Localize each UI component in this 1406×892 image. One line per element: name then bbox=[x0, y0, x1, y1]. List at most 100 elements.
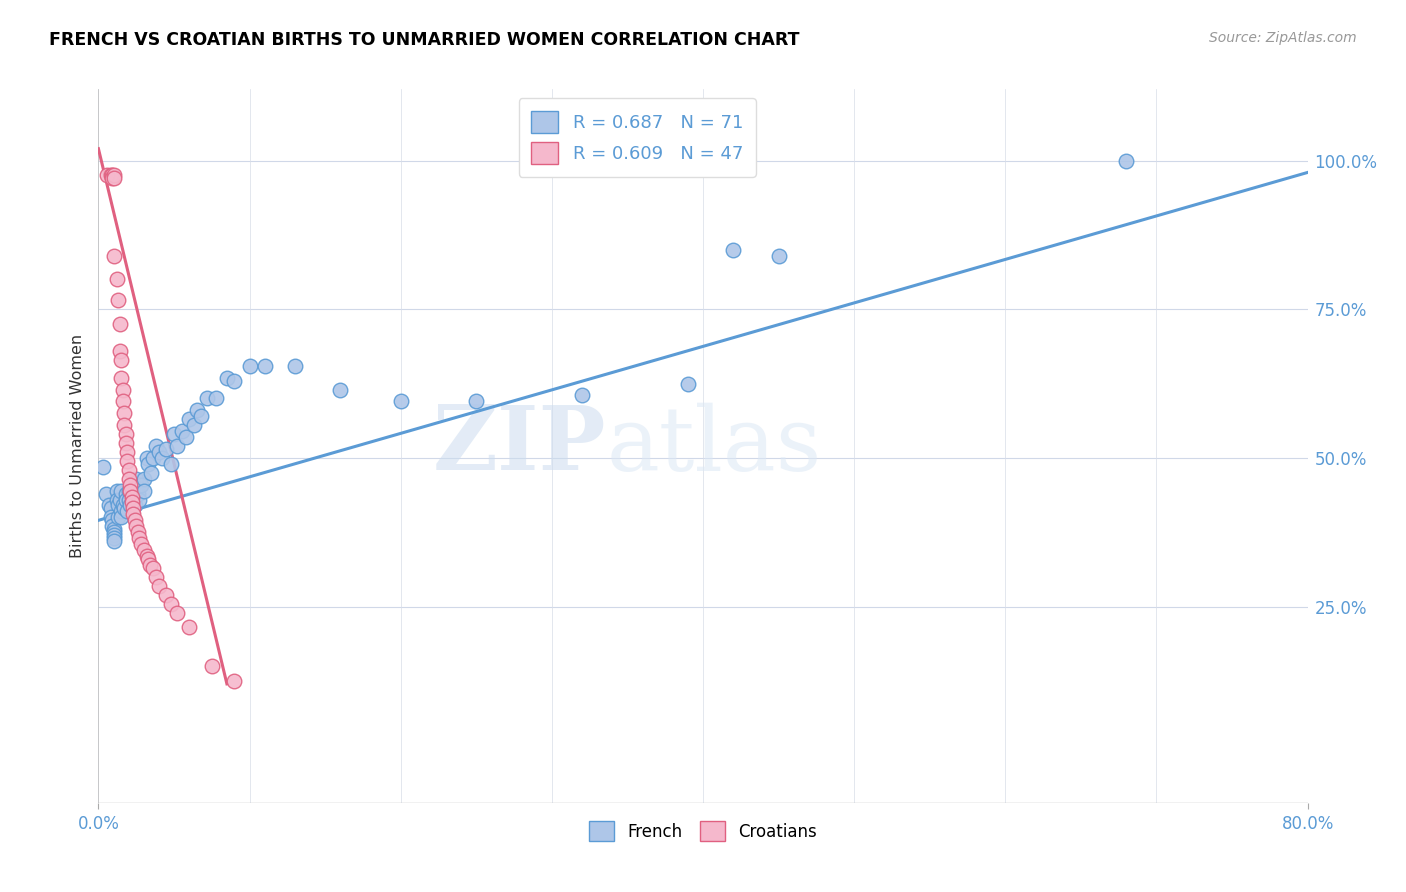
Point bbox=[115, 454, 138, 468]
Point bbox=[108, 492, 131, 507]
Point bbox=[329, 383, 352, 397]
Point bbox=[132, 483, 155, 498]
Point bbox=[127, 525, 149, 540]
Point bbox=[120, 499, 142, 513]
Point bbox=[101, 169, 124, 183]
Text: atlas: atlas bbox=[606, 402, 821, 490]
Point bbox=[118, 472, 141, 486]
Point bbox=[179, 412, 201, 426]
Point bbox=[107, 499, 129, 513]
Point bbox=[170, 424, 193, 438]
Point bbox=[389, 394, 412, 409]
Point bbox=[183, 418, 205, 433]
Point bbox=[145, 570, 167, 584]
Point bbox=[142, 561, 165, 575]
Point bbox=[118, 492, 141, 507]
Text: ZIP: ZIP bbox=[433, 402, 606, 490]
Point bbox=[148, 445, 170, 459]
Text: FRENCH VS CROATIAN BIRTHS TO UNMARRIED WOMEN CORRELATION CHART: FRENCH VS CROATIAN BIRTHS TO UNMARRIED W… bbox=[49, 31, 800, 49]
Point bbox=[128, 492, 150, 507]
Point bbox=[110, 352, 132, 367]
Point bbox=[122, 492, 145, 507]
Point bbox=[122, 501, 145, 516]
Point bbox=[141, 466, 163, 480]
Point bbox=[136, 552, 159, 566]
Point bbox=[135, 549, 157, 563]
Point bbox=[105, 483, 128, 498]
Point bbox=[121, 495, 143, 509]
Point bbox=[115, 504, 138, 518]
Point bbox=[284, 359, 307, 373]
Point bbox=[103, 522, 125, 536]
Legend: French, Croatians: French, Croatians bbox=[582, 814, 824, 848]
Point bbox=[121, 490, 143, 504]
Point bbox=[571, 388, 593, 402]
Point bbox=[103, 171, 125, 186]
Point bbox=[239, 359, 262, 373]
Point bbox=[195, 392, 218, 406]
Point bbox=[142, 450, 165, 465]
Point bbox=[103, 534, 125, 549]
Point bbox=[135, 450, 157, 465]
Point bbox=[136, 457, 159, 471]
Point bbox=[186, 403, 208, 417]
Point bbox=[150, 450, 173, 465]
Point bbox=[103, 249, 125, 263]
Point bbox=[103, 525, 125, 540]
Point bbox=[253, 359, 276, 373]
Text: Source: ZipAtlas.com: Source: ZipAtlas.com bbox=[1209, 31, 1357, 45]
Point bbox=[100, 510, 122, 524]
Point bbox=[112, 501, 135, 516]
Point bbox=[120, 483, 142, 498]
Point bbox=[128, 531, 150, 545]
Point bbox=[125, 472, 148, 486]
Point bbox=[121, 486, 143, 500]
Point bbox=[115, 445, 138, 459]
Point bbox=[129, 537, 152, 551]
Point bbox=[114, 427, 136, 442]
Point bbox=[103, 169, 125, 183]
Point bbox=[103, 531, 125, 545]
Point bbox=[107, 293, 129, 308]
Point bbox=[111, 499, 134, 513]
Point bbox=[94, 486, 117, 500]
Point bbox=[163, 427, 186, 442]
Point bbox=[676, 376, 699, 391]
Point bbox=[205, 392, 228, 406]
Point bbox=[101, 513, 124, 527]
Point bbox=[100, 169, 122, 183]
Point bbox=[114, 436, 136, 450]
Point bbox=[110, 510, 132, 524]
Point bbox=[465, 394, 488, 409]
Point bbox=[110, 483, 132, 498]
Point bbox=[124, 513, 146, 527]
Point bbox=[179, 620, 201, 634]
Point bbox=[124, 499, 146, 513]
Point bbox=[105, 492, 128, 507]
Point bbox=[1115, 153, 1137, 168]
Point bbox=[114, 486, 136, 500]
Point bbox=[112, 406, 135, 420]
Point bbox=[101, 519, 124, 533]
Point bbox=[224, 673, 246, 688]
Point bbox=[111, 383, 134, 397]
Point bbox=[215, 370, 238, 384]
Point bbox=[118, 483, 141, 498]
Point bbox=[201, 659, 224, 673]
Point bbox=[125, 481, 148, 495]
Point bbox=[155, 442, 177, 456]
Point bbox=[114, 492, 136, 507]
Point bbox=[98, 499, 121, 513]
Point bbox=[91, 459, 114, 474]
Point bbox=[100, 501, 122, 516]
Point bbox=[101, 171, 124, 186]
Y-axis label: Births to Unmarried Women: Births to Unmarried Women bbox=[69, 334, 84, 558]
Point bbox=[108, 343, 131, 358]
Point bbox=[125, 519, 148, 533]
Point bbox=[121, 477, 143, 491]
Point bbox=[129, 477, 152, 491]
Point bbox=[122, 508, 145, 522]
Point bbox=[107, 510, 129, 524]
Point bbox=[105, 272, 128, 286]
Point bbox=[103, 528, 125, 542]
